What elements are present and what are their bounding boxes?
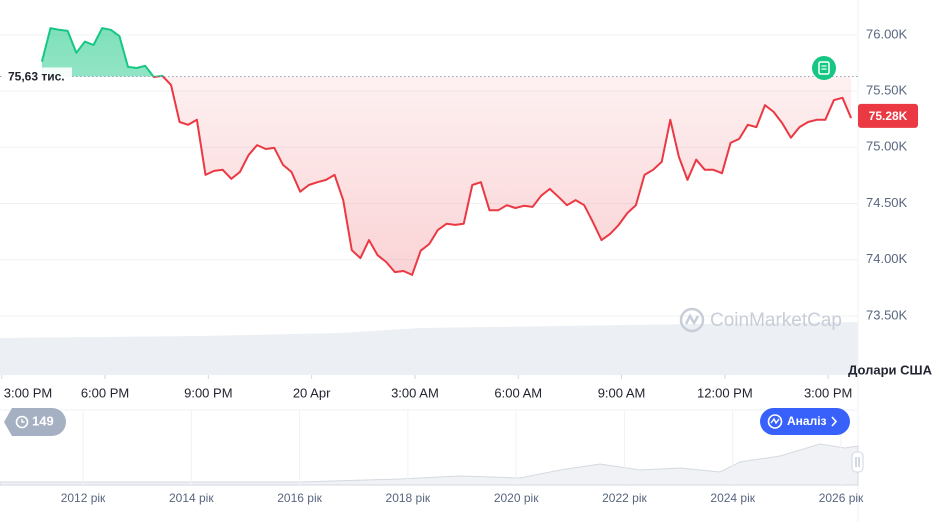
- y-tick-label: 75.00K: [866, 139, 908, 154]
- navigator-tick-label: 2012 рік: [61, 491, 106, 505]
- history-button[interactable]: 149: [4, 408, 66, 436]
- x-tick-label: 6:00 PM: [81, 385, 129, 400]
- x-tick-label: 12:00 PM: [697, 385, 753, 400]
- y-tick-label: 74.50K: [866, 195, 908, 210]
- x-tick-label: 3:00 PM: [4, 385, 52, 400]
- area-above: [41, 28, 163, 77]
- baseline-label-bg: [2, 67, 72, 86]
- baseline-label: 75,63 тис.: [8, 70, 65, 84]
- last-price-tag: [858, 103, 918, 128]
- navigator-tick-label: 2020 рік: [494, 491, 539, 505]
- x-tick-label: 9:00 PM: [184, 385, 232, 400]
- analysis-button[interactable]: Аналіз: [760, 408, 850, 435]
- x-tick-label: 3:00 PM: [804, 385, 852, 400]
- price-line-below: [152, 76, 853, 276]
- analysis-label: Аналіз: [787, 414, 827, 428]
- navigator-tick-label: 2026 рік: [819, 491, 864, 505]
- y-tick-label: 73.50K: [866, 307, 908, 322]
- volume-area: [0, 322, 858, 375]
- note-icon[interactable]: [812, 56, 836, 80]
- x-tick-label: 3:00 AM: [391, 385, 439, 400]
- x-tick-label: 6:00 AM: [494, 385, 542, 400]
- navigator-tick-label: 2018 рік: [386, 491, 431, 505]
- above-group: [40, 27, 165, 77]
- last-price-label: 75.28K: [869, 109, 908, 123]
- y-tick-label: 76.00K: [866, 26, 908, 41]
- navigator: [0, 409, 864, 486]
- area-below: [41, 76, 852, 275]
- navigator-tick-label: 2014 рік: [169, 491, 214, 505]
- x-tick-label: 9:00 AM: [598, 385, 646, 400]
- currency-label: Долари США: [848, 362, 933, 377]
- history-count: 149: [32, 413, 54, 428]
- navigator-tick-label: 2016 рік: [277, 491, 322, 505]
- watermark-text: CoinMarketCap: [710, 310, 842, 331]
- below-group: [41, 76, 853, 276]
- navigator-tick-label: 2022 рік: [602, 491, 647, 505]
- navigator-tick-label: 2024 рік: [710, 491, 755, 505]
- watermark: CoinMarketCap: [679, 307, 842, 333]
- y-tick-label: 75.50K: [866, 83, 908, 98]
- x-tick-label: 20 Apr: [293, 385, 331, 400]
- y-tick-label: 74.00K: [866, 251, 908, 266]
